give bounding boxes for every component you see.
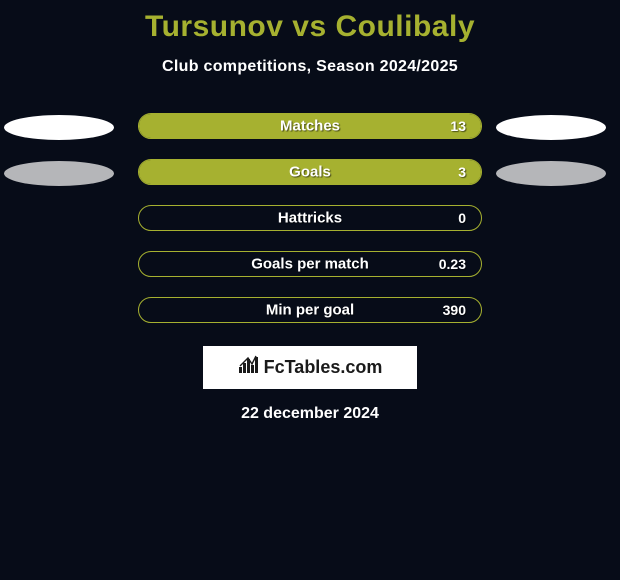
stat-row: Matches 13 — [0, 108, 620, 154]
stat-row: Goals per match 0.23 — [0, 246, 620, 292]
stat-value: 0 — [458, 210, 466, 226]
stat-value: 0.23 — [439, 256, 466, 272]
stat-bar: Hattricks 0 — [138, 205, 482, 231]
stat-bar: Goals per match 0.23 — [138, 251, 482, 277]
stat-label: Goals — [289, 164, 331, 181]
stat-row: Min per goal 390 — [0, 292, 620, 338]
stat-row: Goals 3 — [0, 154, 620, 200]
stat-bar: Matches 13 — [138, 113, 482, 139]
stat-value: 390 — [443, 302, 466, 318]
left-ellipse — [4, 161, 114, 186]
stats-area: Matches 13 Goals 3 Hattricks 0 Goals per match… — [0, 108, 620, 338]
left-ellipse — [4, 115, 114, 140]
brand-text: FcTables.com — [264, 357, 383, 378]
stat-value: 3 — [458, 164, 466, 180]
date-text: 22 december 2024 — [0, 405, 620, 423]
stat-label: Min per goal — [266, 302, 354, 319]
stat-value: 13 — [450, 118, 466, 134]
brand-box: FcTables.com — [203, 346, 417, 389]
stat-label: Goals per match — [251, 256, 369, 273]
stat-bar: Goals 3 — [138, 159, 482, 185]
stat-bar: Min per goal 390 — [138, 297, 482, 323]
right-ellipse — [496, 115, 606, 140]
chart-icon — [238, 355, 260, 380]
page-title: Tursunov vs Coulibaly — [0, 0, 620, 44]
stat-row: Hattricks 0 — [0, 200, 620, 246]
right-ellipse — [496, 161, 606, 186]
stat-label: Matches — [280, 118, 340, 135]
stat-label: Hattricks — [278, 210, 342, 227]
subtitle: Club competitions, Season 2024/2025 — [0, 58, 620, 76]
